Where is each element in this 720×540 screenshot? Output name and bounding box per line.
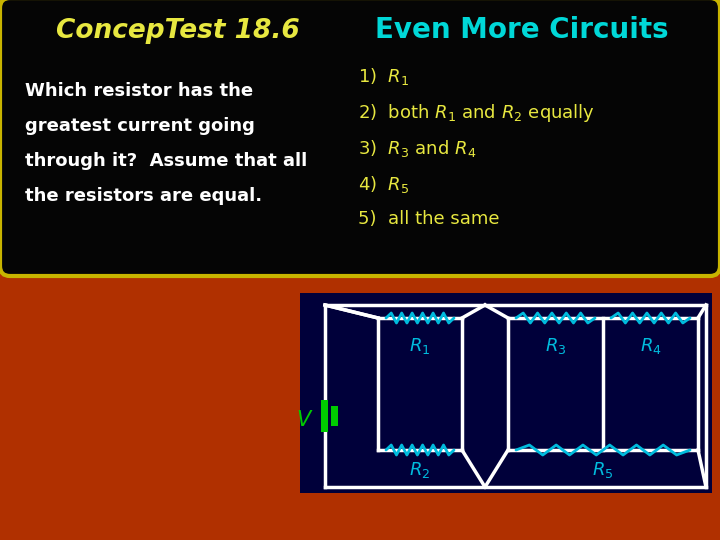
Text: $\it{R}$$_4$: $\it{R}$$_4$: [639, 336, 662, 356]
Text: Which resistor has the: Which resistor has the: [25, 82, 253, 100]
Text: ConcepTest 18.6: ConcepTest 18.6: [56, 18, 300, 44]
Text: $\it{R}$$_3$: $\it{R}$$_3$: [545, 336, 567, 356]
Text: the resistors are equal.: the resistors are equal.: [25, 187, 262, 205]
Text: Even More Circuits: Even More Circuits: [375, 16, 669, 44]
Text: 4)  $\it{R}$$_5$: 4) $\it{R}$$_5$: [358, 174, 410, 195]
Text: $\it{R}$$_5$: $\it{R}$$_5$: [592, 460, 614, 480]
Bar: [331, 406, 338, 426]
Text: $\it{R}$$_2$: $\it{R}$$_2$: [409, 460, 431, 480]
Text: $\it{V}$: $\it{V}$: [295, 410, 313, 430]
Text: greatest current going: greatest current going: [25, 117, 255, 135]
Text: 1)  $\it{R}$$_1$: 1) $\it{R}$$_1$: [358, 66, 410, 87]
Text: 5)  all the same: 5) all the same: [358, 210, 500, 228]
Text: through it?  Assume that all: through it? Assume that all: [25, 152, 307, 170]
Text: $\it{R}$$_1$: $\it{R}$$_1$: [409, 336, 431, 356]
FancyBboxPatch shape: [0, 0, 720, 276]
Bar: [300, 293, 712, 493]
Text: 2)  both $\it{R}$$_1$ and $\it{R}$$_2$ equally: 2) both $\it{R}$$_1$ and $\it{R}$$_2$ eq…: [358, 102, 595, 124]
Text: 3)  $\it{R}$$_3$ and $\it{R}$$_4$: 3) $\it{R}$$_3$ and $\it{R}$$_4$: [358, 138, 477, 159]
Bar: [321, 400, 328, 432]
